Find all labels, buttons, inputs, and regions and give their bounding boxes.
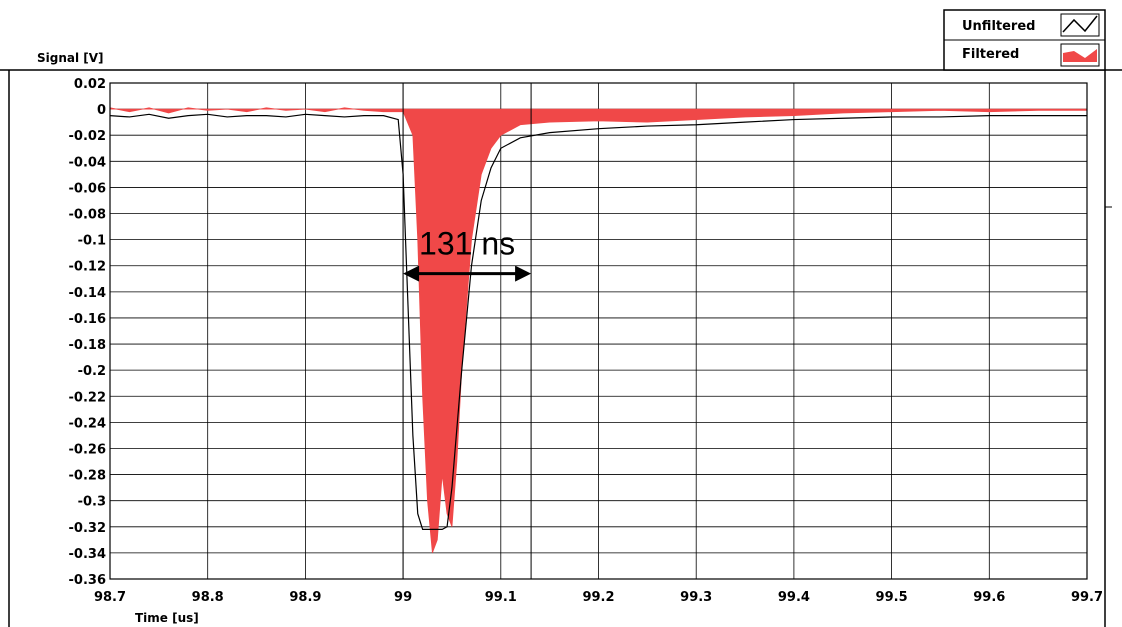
- grid: [109, 82, 1088, 580]
- series-unfiltered-line: [109, 113, 1087, 531]
- y-tick-label: -0.1: [78, 234, 106, 249]
- plot-area-border: [109, 82, 1088, 580]
- x-axis-title: Time [us]: [135, 611, 199, 625]
- x-tick-label: 98.9: [289, 590, 321, 605]
- y-tick-label: 0: [97, 103, 106, 118]
- y-tick-label: -0.24: [69, 416, 106, 431]
- legend-area-filtered-icon: [1063, 49, 1097, 62]
- y-tick-label: 0.02: [74, 77, 106, 92]
- x-tick-label: 98.7: [94, 590, 126, 605]
- annotation-arrow-right-head: [515, 265, 532, 282]
- y-tick-label: -0.3: [78, 495, 106, 510]
- y-tick-label: -0.32: [69, 521, 106, 536]
- y-tick-label: -0.12: [69, 260, 106, 275]
- y-axis-title: Signal [V]: [37, 51, 104, 65]
- x-tick-label: 99.3: [680, 590, 712, 605]
- y-tick-label: -0.2: [78, 364, 106, 379]
- y-tick-label: -0.02: [69, 129, 106, 144]
- y-tick-label: -0.06: [69, 181, 106, 196]
- series-filtered-area: [109, 107, 1088, 554]
- x-tick-label: 98.8: [192, 590, 224, 605]
- reference-lines: [402, 83, 532, 579]
- y-tick-label: -0.28: [69, 469, 106, 484]
- x-tick-label: 99.4: [778, 590, 810, 605]
- legend-label-filtered: Filtered: [962, 47, 1019, 62]
- y-tick-label: -0.14: [69, 286, 106, 301]
- width-annotation: 131 ns: [403, 226, 532, 282]
- filtered-area-path: [109, 107, 1088, 554]
- annotation-label: 131 ns: [419, 226, 515, 262]
- annotation-arrow-left-head: [403, 265, 420, 282]
- y-tick-label: -0.16: [69, 312, 106, 327]
- plot-frame: [109, 82, 1088, 580]
- x-tick-label: 99: [394, 590, 412, 605]
- unfiltered-line-path: [109, 113, 1087, 531]
- legend: Unfiltered Filtered: [943, 9, 1106, 71]
- x-tick-label: 99.1: [485, 590, 517, 605]
- legend-line-unfiltered-icon: [1062, 15, 1098, 33]
- y-tick-label: -0.34: [69, 547, 106, 562]
- y-tick-label: -0.04: [69, 155, 106, 170]
- x-tick-labels: 98.7 98.8 98.9 99 99.1 99.2 99.3 99.4 99.5 99.6 99…: [94, 590, 1103, 605]
- x-tick-label: 99.2: [582, 590, 614, 605]
- y-tick-labels: 0.02 0 -0.02 -0.04 -0.06 -0.08 -0.1 -0.12 -0.14 -…: [69, 77, 106, 588]
- legend-label-unfiltered: Unfiltered: [962, 19, 1035, 34]
- y-tick-label: -0.26: [69, 442, 106, 457]
- y-tick-label: -0.36: [69, 573, 106, 588]
- x-tick-label: 99.5: [876, 590, 908, 605]
- y-tick-label: -0.22: [69, 390, 106, 405]
- y-tick-label: -0.08: [69, 208, 106, 223]
- y-tick-label: -0.18: [69, 338, 106, 353]
- x-tick-label: 99.6: [973, 590, 1005, 605]
- x-tick-label: 99.7: [1071, 590, 1103, 605]
